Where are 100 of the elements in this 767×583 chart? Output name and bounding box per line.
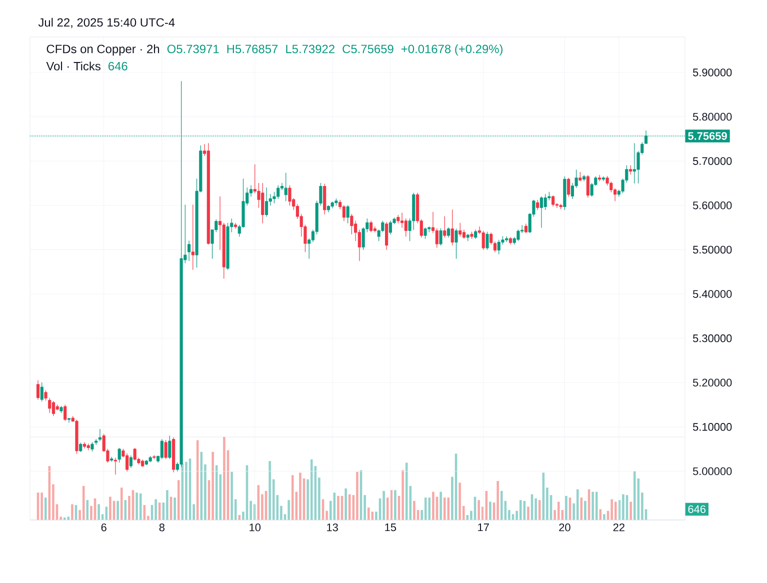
candlestick: [466, 234, 470, 242]
bar: [348, 494, 351, 520]
candlestick: [144, 460, 148, 466]
candlestick: [346, 205, 350, 224]
candlestick: [110, 456, 114, 462]
bar: [174, 498, 176, 520]
bar: [440, 492, 442, 520]
candlestick: [160, 439, 164, 460]
candlestick: [164, 440, 168, 460]
bar: [337, 496, 340, 520]
annotation: H5.76857: [227, 44, 278, 54]
bar: [592, 492, 594, 520]
candlestick: [86, 443, 90, 450]
bar: [212, 452, 214, 520]
x-tick-label: 10: [250, 524, 261, 532]
bar: [489, 502, 492, 520]
candlestick: [40, 382, 44, 402]
bar: [223, 436, 226, 520]
bar: [595, 492, 598, 520]
candlestick: [582, 174, 586, 182]
text: 646: [688, 505, 706, 514]
bar: [288, 500, 290, 520]
candlestick: [90, 442, 94, 452]
chart-title: Vol · Ticks: [46, 62, 100, 70]
candlestick: [385, 222, 388, 250]
bar: [82, 486, 85, 520]
annotation: 646: [108, 62, 128, 70]
ref-line-label: 5.75659: [688, 132, 727, 140]
bar: [413, 500, 416, 520]
bar: [71, 504, 74, 520]
bar: [136, 492, 138, 520]
candlestick: [536, 200, 540, 210]
candlestick: [64, 404, 67, 422]
candlestick: [478, 226, 482, 234]
annotation: O5.73971: [167, 44, 219, 54]
candlestick: [486, 232, 489, 250]
bar: [534, 498, 537, 520]
candlestick: [98, 428, 102, 442]
candlestick: [330, 202, 334, 208]
candlestick: [628, 165, 632, 175]
bar: [44, 498, 47, 520]
bar: [633, 471, 636, 520]
candlestick: [172, 437, 176, 472]
bar: [610, 499, 613, 520]
x-tick-label: 6: [101, 524, 106, 532]
x-tick-label: 20: [559, 524, 570, 532]
bar: [527, 506, 530, 520]
candlestick: [36, 380, 40, 400]
bar: [432, 492, 434, 520]
bar: [424, 498, 427, 520]
y-tick-label: 5.30000: [692, 334, 732, 342]
x-tick-label: 17: [478, 524, 489, 532]
bar: [496, 480, 499, 520]
bar: [603, 514, 606, 520]
bar: [394, 490, 396, 520]
candlestick: [152, 454, 156, 460]
bar: [367, 508, 370, 520]
bar: [565, 496, 568, 520]
y-tick-label: 5.80000: [692, 112, 732, 121]
candlestick: [82, 442, 86, 448]
candlestick: [446, 227, 450, 238]
candlestick: [141, 459, 144, 468]
bar: [405, 462, 408, 520]
candlestick: [118, 448, 121, 463]
candlestick: [370, 220, 373, 232]
bar: [382, 490, 385, 520]
candlestick: [454, 228, 458, 259]
x-tick-label: 13: [327, 524, 338, 532]
candlestick: [458, 222, 462, 237]
candlestick: [261, 182, 264, 224]
text: CFDs on Copper · 2h: [46, 44, 160, 56]
candlestick: [598, 174, 602, 182]
candlestick: [48, 398, 52, 414]
bar: [185, 462, 188, 520]
candlestick: [424, 227, 427, 239]
candlestick: [126, 453, 129, 472]
candlestick: [133, 448, 136, 460]
candlestick: [334, 198, 338, 206]
candlestick: [490, 232, 493, 245]
bar: [630, 502, 632, 520]
candlestick: [497, 240, 500, 254]
candlestick: [148, 456, 152, 462]
candlestick: [129, 455, 132, 468]
y-tick-label: 5.50000: [692, 246, 732, 254]
candlestick: [288, 185, 292, 206]
candlestick: [470, 232, 474, 239]
bar: [40, 492, 43, 520]
candlestick: [79, 442, 82, 452]
candlestick: [552, 195, 555, 207]
y-tick-label: 5.70000: [692, 157, 732, 165]
candlestick: [586, 174, 590, 198]
candlestick: [168, 435, 172, 460]
candlestick: [234, 222, 238, 229]
bar: [614, 502, 617, 520]
bar: [622, 494, 624, 520]
bar: [402, 470, 404, 520]
bar: [230, 472, 233, 520]
candlestick: [323, 184, 326, 215]
bar: [116, 500, 119, 520]
candlestick: [505, 236, 508, 242]
